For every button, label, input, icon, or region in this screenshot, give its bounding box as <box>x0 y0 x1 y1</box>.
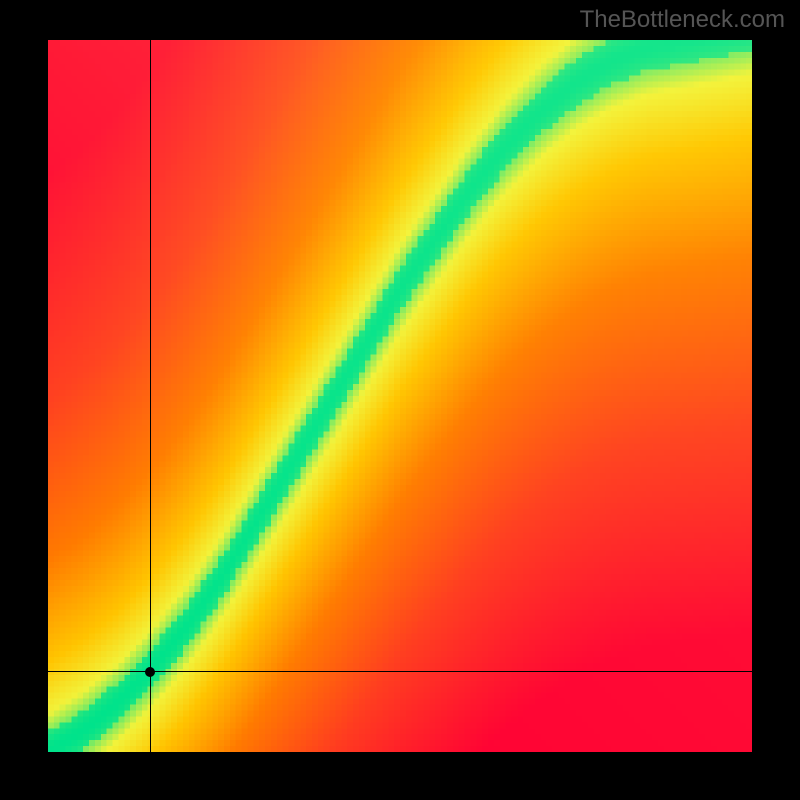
crosshair-marker <box>145 667 155 677</box>
watermark-text: TheBottleneck.com <box>580 6 785 34</box>
crosshair-vertical <box>150 40 151 752</box>
heatmap-plot <box>48 40 752 752</box>
outer-frame: TheBottleneck.com <box>0 0 800 800</box>
heatmap-canvas <box>48 40 752 752</box>
